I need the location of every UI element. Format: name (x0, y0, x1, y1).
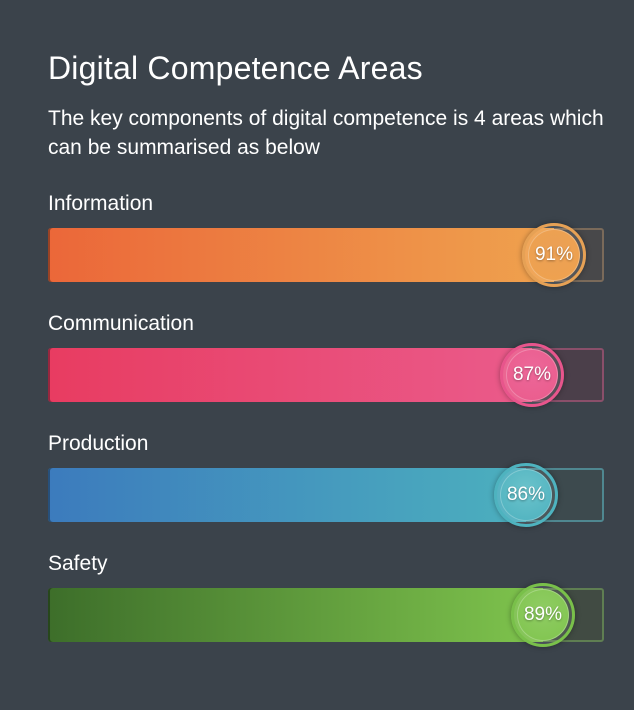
progress-knob[interactable]: 91% (522, 223, 586, 287)
skill-label: Production (48, 432, 149, 455)
progress-fill (48, 348, 532, 402)
page-subtitle: The key components of digital competence… (48, 107, 604, 159)
skill-information: Information 91% (48, 192, 604, 287)
progress-fill (48, 588, 543, 642)
skill-communication: Communication 87% (48, 312, 604, 407)
progress-value: 87% (506, 349, 558, 401)
skill-label: Communication (48, 312, 194, 335)
progress-value: 86% (500, 469, 552, 521)
progress-fill (48, 228, 554, 282)
page-title: Digital Competence Areas (48, 50, 423, 86)
progress-knob[interactable]: 89% (511, 583, 575, 647)
skill-safety: Safety 89% (48, 552, 604, 647)
skill-label: Information (48, 192, 154, 215)
competence-panel: Digital Competence Areas The key compone… (48, 48, 604, 647)
progress-knob[interactable]: 87% (500, 343, 564, 407)
skill-label: Safety (48, 552, 108, 575)
progress-value: 91% (528, 229, 580, 281)
skill-production: Production 86% (48, 432, 604, 527)
progress-knob[interactable]: 86% (494, 463, 558, 527)
progress-fill (48, 468, 526, 522)
progress-value: 89% (517, 589, 569, 641)
